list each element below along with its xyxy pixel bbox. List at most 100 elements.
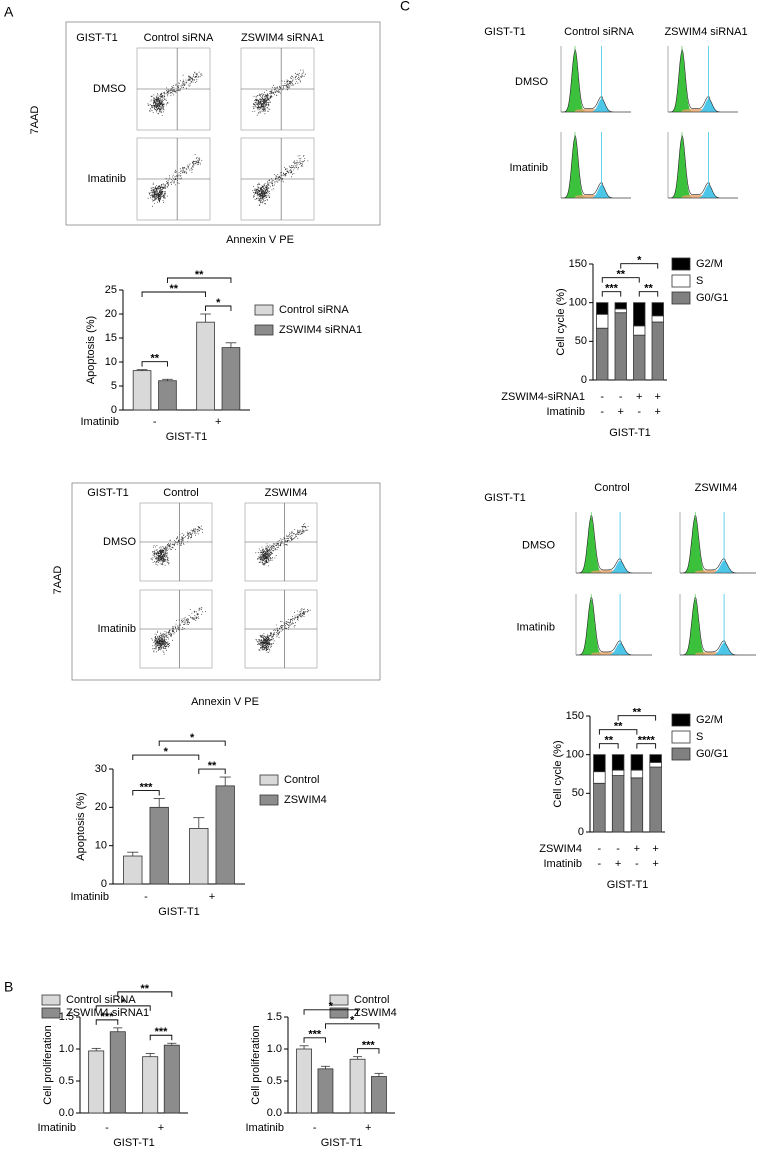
- significance-label: **: [604, 735, 613, 747]
- x-axis-label: Annexin V PE: [191, 696, 259, 708]
- bar: [149, 806, 169, 885]
- bar-segment: [596, 327, 609, 381]
- significance-label: ***: [308, 1029, 322, 1041]
- hist-outline: [561, 134, 631, 199]
- row-label: DMSO: [103, 536, 136, 548]
- x-tick-label: -: [313, 1122, 317, 1134]
- x-tick-label: +: [215, 416, 221, 428]
- x-axis-label: GIST-T1: [607, 879, 649, 891]
- bar-segment: [651, 302, 664, 317]
- x-axis-label: GIST-T1: [609, 427, 651, 439]
- row-label: Imatinib: [516, 621, 555, 633]
- y-axis-label: 7AAD: [29, 106, 41, 135]
- significance-label: *: [350, 1015, 355, 1027]
- bar: [317, 1068, 334, 1114]
- row-sign: +: [655, 406, 661, 418]
- row-label: Imatinib: [97, 623, 136, 635]
- y-tick-label: 0.0: [59, 1107, 74, 1119]
- bar-segment: [614, 302, 627, 310]
- legend-label: ZSWIM4 siRNA1: [279, 324, 362, 336]
- panel-label: A: [4, 4, 14, 20]
- g2-peak: [680, 560, 756, 573]
- y-tick-label: 150: [569, 258, 587, 270]
- significance-label: ***: [605, 283, 619, 295]
- significance-bracket: [141, 291, 206, 297]
- y-tick-label: 10: [105, 356, 117, 368]
- legend-label: ZSWIM4: [284, 794, 327, 806]
- x-tick-label: -: [144, 891, 148, 903]
- column-header: Control siRNA: [144, 32, 214, 44]
- legend-label: Control siRNA: [66, 994, 136, 1006]
- bar-segment: [614, 308, 627, 314]
- row-label: Imatinib: [87, 173, 126, 185]
- x-axis-label: GIST-T1: [158, 906, 200, 918]
- significance-label: ***: [362, 1040, 376, 1052]
- y-tick-label: 1.0: [267, 1043, 282, 1055]
- row-sign: -: [600, 406, 604, 418]
- dot-cloud: [151, 607, 206, 655]
- hist-outline: [561, 48, 631, 113]
- bar-segment: [593, 771, 606, 784]
- row-sign: -: [616, 843, 620, 855]
- significance-label: *: [329, 1001, 334, 1013]
- x-tick-label: +: [209, 891, 215, 903]
- column-header: ZSWIM4: [695, 482, 738, 494]
- significance-label: **: [616, 269, 625, 281]
- y-tick-label: 100: [569, 297, 587, 309]
- significance-label: **: [170, 283, 179, 295]
- significance-bracket: [620, 263, 659, 269]
- significance-bracket: [141, 361, 168, 367]
- row-sign: +: [634, 843, 640, 855]
- bar: [189, 828, 209, 885]
- significance-label: *: [190, 732, 195, 744]
- bar-segment: [633, 302, 646, 327]
- cell-line-label: GIST-T1: [484, 26, 526, 38]
- bar-segment: [596, 302, 609, 315]
- g2-peak: [561, 184, 631, 198]
- row-sign: +: [615, 858, 621, 870]
- dot-cloud: [252, 69, 306, 116]
- significance-label: **: [141, 983, 150, 995]
- significance-label: **: [150, 353, 159, 365]
- row-label: ZSWIM4-siRNA1: [501, 391, 585, 403]
- y-tick-label: 5: [111, 380, 117, 392]
- significance-bracket: [205, 305, 232, 311]
- y-tick-label: 0: [101, 878, 107, 890]
- legend-label: G2/M: [696, 258, 723, 270]
- y-tick-label: 10: [95, 840, 107, 852]
- significance-bracket: [95, 1019, 119, 1025]
- category-axis-label: Imatinib: [80, 416, 119, 428]
- significance-bracket: [325, 1023, 380, 1029]
- legend-label: ZSWIM4 siRNA1: [66, 1007, 149, 1019]
- panel-frame: [71, 482, 381, 681]
- significance-label: ***: [155, 1026, 169, 1038]
- x-axis-label: Annexin V PE: [226, 234, 294, 246]
- legend-label: S: [696, 731, 703, 743]
- significance-label: **: [633, 707, 642, 719]
- bar-segment: [633, 325, 646, 336]
- bar: [196, 321, 215, 411]
- y-tick-label: 15: [105, 332, 117, 344]
- y-axis-label: Cell cycle (%): [552, 740, 564, 807]
- y-tick-label: 20: [95, 801, 107, 813]
- row-sign: +: [652, 843, 658, 855]
- row-sign: -: [619, 391, 623, 403]
- row-sign: -: [598, 858, 602, 870]
- y-tick-label: 0.5: [267, 1075, 282, 1087]
- g2-peak: [668, 184, 738, 198]
- bar-segment: [630, 769, 644, 779]
- significance-label: *: [164, 746, 169, 758]
- legend-label: Control: [354, 994, 389, 1006]
- hist-outline: [668, 134, 738, 199]
- bar: [132, 370, 152, 411]
- significance-bracket: [149, 1034, 173, 1041]
- significance-bracket: [598, 729, 638, 735]
- dot-cloud: [150, 525, 203, 566]
- dot-cloud: [147, 71, 203, 116]
- x-tick-label: -: [105, 1122, 109, 1134]
- legend-swatch: [671, 274, 691, 288]
- bar-segment: [633, 334, 646, 381]
- significance-label: ****: [638, 735, 656, 747]
- significance-bracket: [158, 740, 226, 747]
